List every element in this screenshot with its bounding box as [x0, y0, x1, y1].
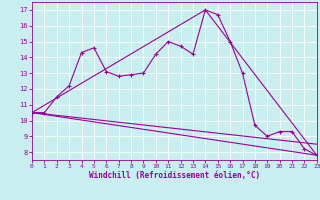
X-axis label: Windchill (Refroidissement éolien,°C): Windchill (Refroidissement éolien,°C) — [89, 171, 260, 180]
